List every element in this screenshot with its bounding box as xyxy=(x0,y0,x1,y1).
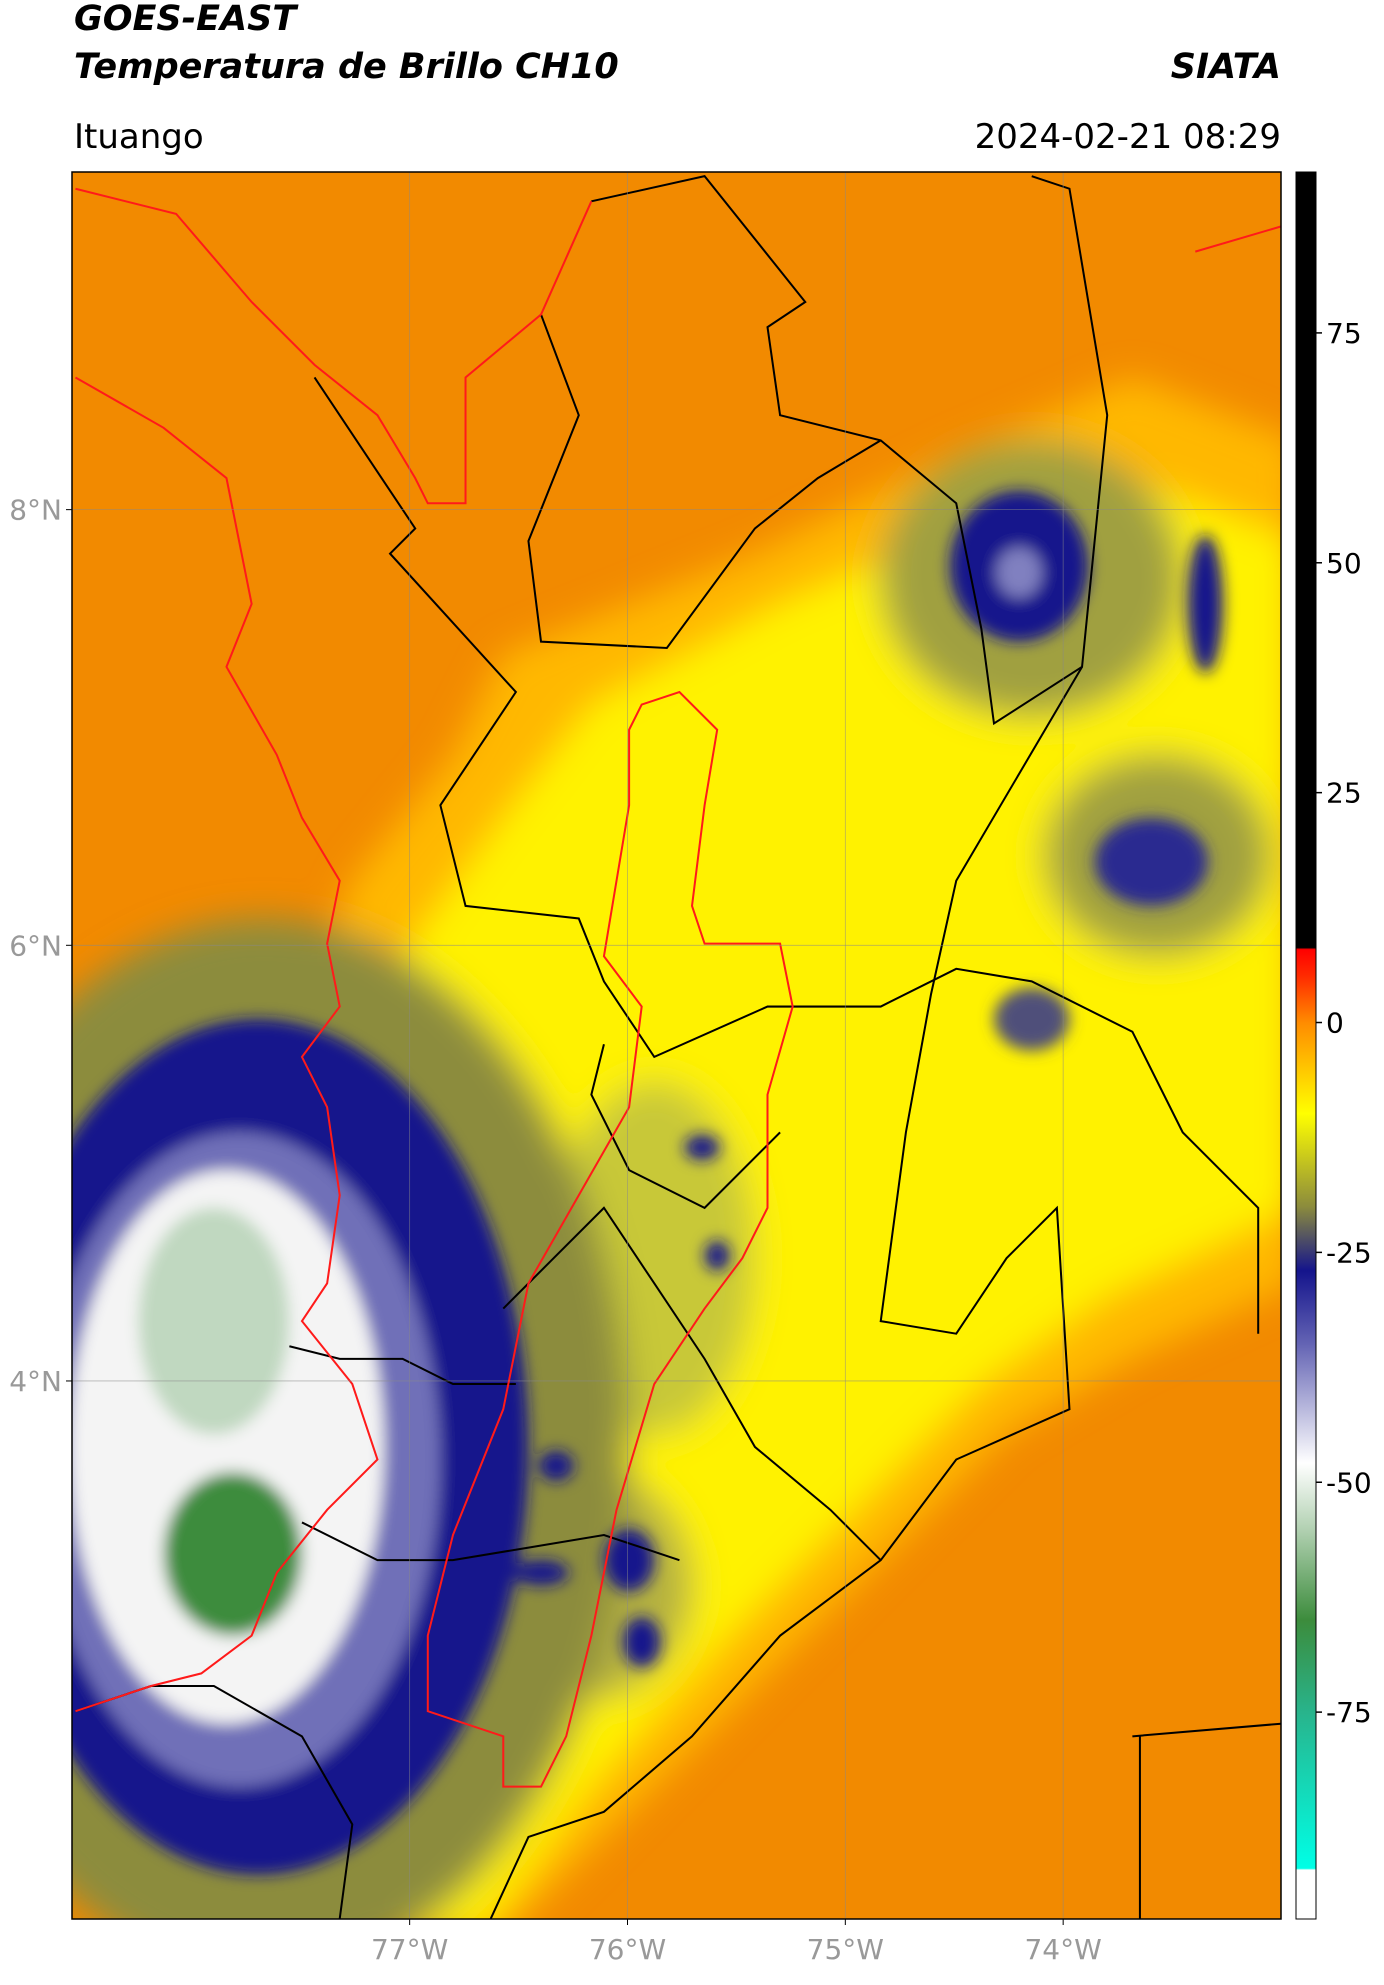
x-tick-label: 75°W xyxy=(807,1933,884,1966)
timestamp: 2024-02-21 08:29 xyxy=(975,117,1281,157)
map-frame xyxy=(71,171,1282,1920)
colorbar-tick-label: -50 xyxy=(1326,1466,1372,1499)
location: Ituango xyxy=(74,117,204,157)
title: GOES-EAST xyxy=(74,0,299,39)
y-tick-label: 8°N xyxy=(9,494,62,527)
colorbar xyxy=(1295,171,1317,1920)
colorbar-tick-label: 0 xyxy=(1326,1007,1344,1040)
colorbar-tick-label: -25 xyxy=(1326,1236,1372,1269)
x-tick-label: 77°W xyxy=(371,1933,448,1966)
colorbar-tick-label: -75 xyxy=(1326,1696,1372,1729)
y-tick-label: 4°N xyxy=(9,1365,62,1398)
map-image xyxy=(72,172,1281,1919)
x-tick-label: 74°W xyxy=(1024,1933,1101,1966)
colorbar-tick-label: 50 xyxy=(1326,547,1362,580)
y-tick-label: 6°N xyxy=(9,929,62,962)
colorbar-tick-label: 25 xyxy=(1326,777,1362,810)
subtitle: Temperatura de Brillo CH10 xyxy=(74,47,619,87)
brand: SIATA xyxy=(1171,47,1281,87)
colorbar-tick-label: 75 xyxy=(1326,317,1362,350)
x-tick-label: 76°W xyxy=(589,1933,666,1966)
